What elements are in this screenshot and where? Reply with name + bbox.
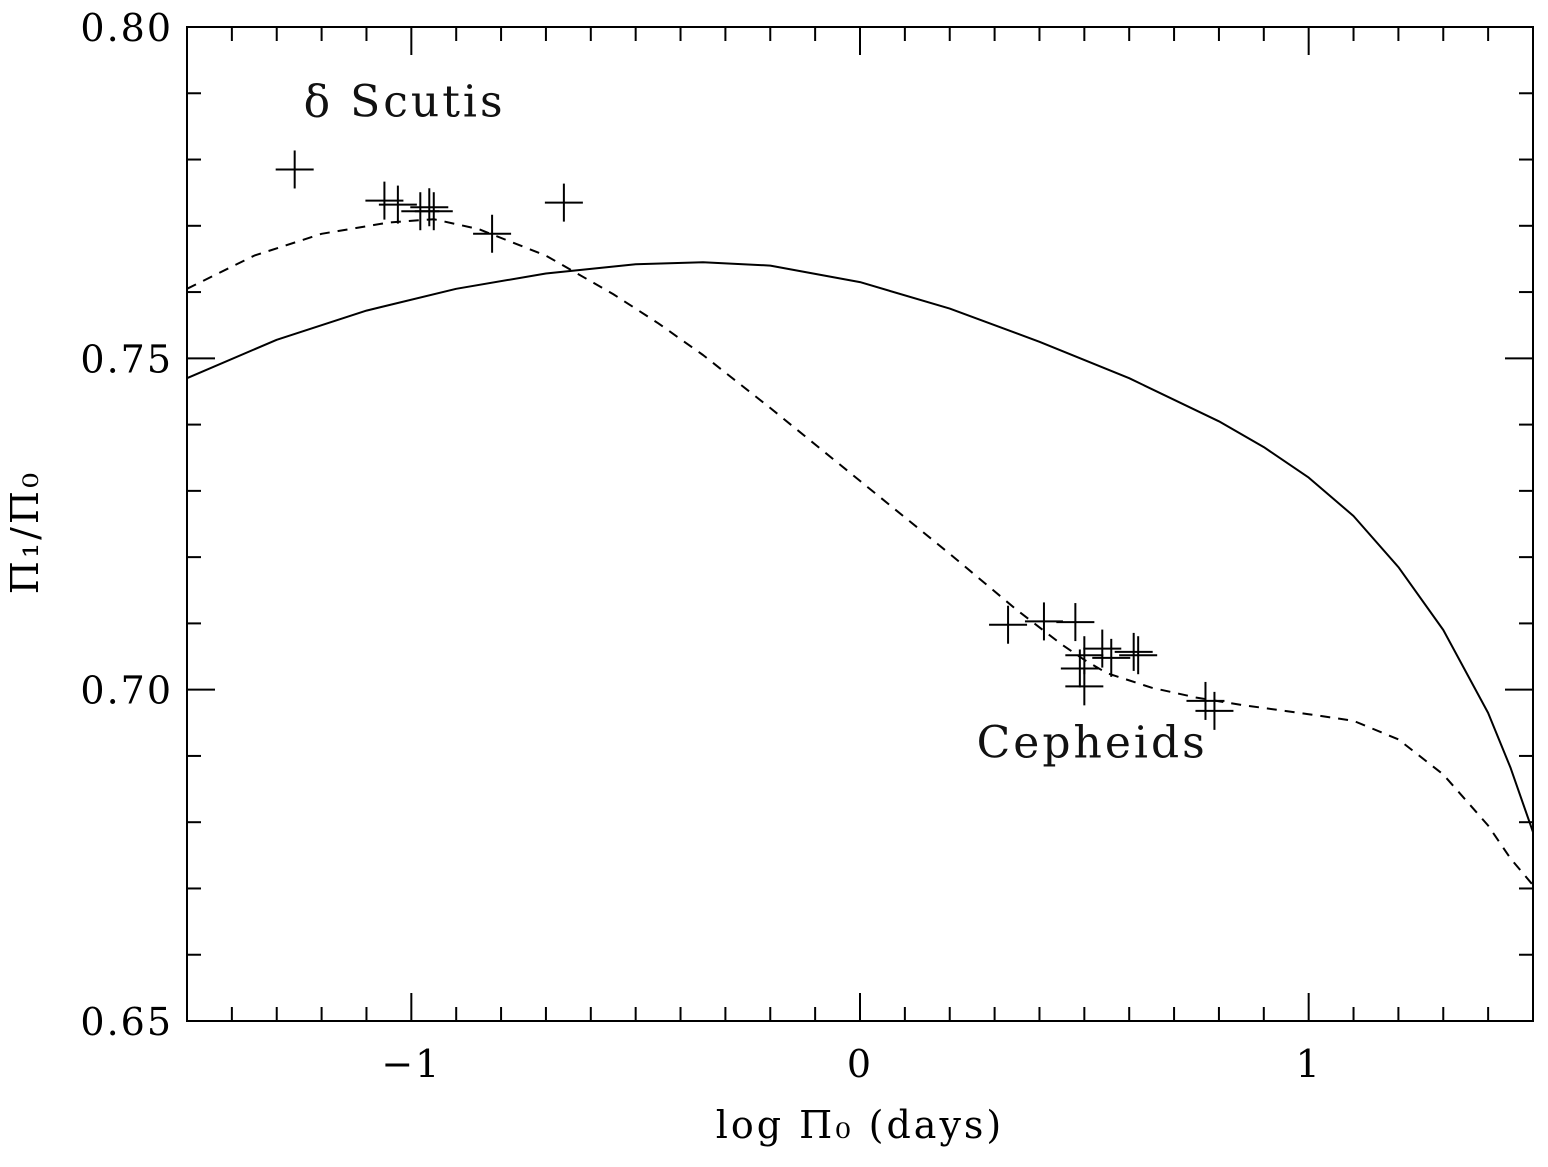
data-markers	[275, 150, 1234, 730]
y-tick-label: 0.80	[80, 6, 173, 50]
minor-ticks	[187, 27, 1533, 1021]
x-tick-label: 1	[1296, 1042, 1322, 1086]
data-point	[378, 185, 417, 224]
annotation-label: δ Scutis	[304, 76, 506, 127]
data-point	[1114, 632, 1153, 671]
annotations: δ Scutis Cepheids	[304, 76, 1208, 768]
data-point	[1092, 638, 1131, 677]
data-point	[410, 188, 449, 227]
data-point	[1056, 603, 1095, 642]
tick-labels: −1 0 1 0.65 0.70 0.75 0.80	[80, 6, 1322, 1086]
x-tick-label: 0	[847, 1042, 873, 1086]
data-point	[1195, 691, 1234, 730]
x-tick-label: −1	[381, 1042, 441, 1086]
solid-curve	[186, 261, 1534, 833]
dashed-curve	[186, 218, 1534, 886]
y-axis-label: Π₁/Π₀	[3, 470, 47, 595]
data-point	[1186, 681, 1225, 720]
data-point	[1065, 667, 1104, 706]
data-point	[1119, 636, 1158, 675]
curves	[186, 218, 1534, 886]
y-tick-label: 0.70	[80, 669, 173, 713]
y-tick-label: 0.75	[80, 337, 173, 381]
annotation-label: Cepheids	[977, 717, 1208, 768]
y-tick-label: 0.65	[80, 1000, 173, 1044]
data-point	[544, 183, 583, 222]
data-point	[1083, 629, 1122, 668]
data-point	[414, 192, 453, 231]
plot-frame	[186, 26, 1534, 1022]
data-point	[473, 214, 512, 253]
data-point	[989, 605, 1028, 644]
major-ticks	[187, 26, 1533, 1022]
plot-area-group	[186, 26, 1534, 1022]
x-axis-label: log Π₀ (days)	[716, 1103, 1005, 1147]
data-point	[275, 150, 314, 189]
